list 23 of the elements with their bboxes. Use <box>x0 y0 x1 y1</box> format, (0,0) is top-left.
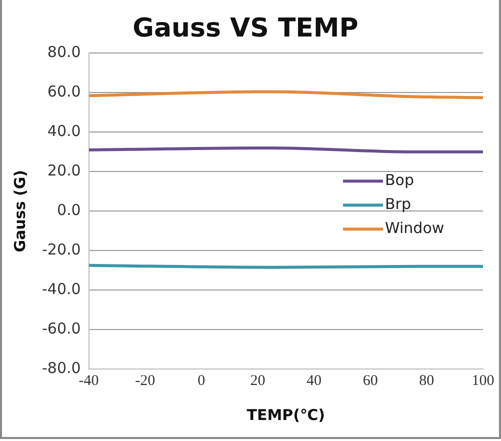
x-tick-label: -40 <box>78 372 99 389</box>
x-tick-label: 20 <box>250 372 266 389</box>
y-axis-title: Gauss (G) <box>10 170 29 252</box>
x-tick-label: 0 <box>198 372 206 389</box>
chart-title: Gauss VS TEMP <box>132 13 358 44</box>
y-tick-label: 80.0 <box>47 43 81 62</box>
x-tick-label: 40 <box>306 372 322 389</box>
y-tick-label: -40.0 <box>42 280 81 298</box>
x-tick-label: -20 <box>135 372 156 389</box>
x-tick-label: 100 <box>472 372 494 389</box>
legend-label: Brp <box>385 194 411 213</box>
y-tick-label: -60.0 <box>42 319 81 338</box>
y-tick-label: 40.0 <box>47 122 81 140</box>
legend-label: Bop <box>385 170 414 189</box>
y-tick-label: -20.0 <box>42 240 81 258</box>
y-tick-label: 60.0 <box>47 82 81 101</box>
y-tick-label: 0.0 <box>56 200 81 219</box>
y-tick-label: -80.0 <box>42 358 81 377</box>
legend-label: Window <box>385 218 444 237</box>
x-tick-label: 80 <box>419 372 434 389</box>
x-tick-label: 60 <box>362 372 378 389</box>
y-tick-label: 20.0 <box>47 162 81 180</box>
x-axis-title: TEMP(℃) <box>246 406 326 424</box>
